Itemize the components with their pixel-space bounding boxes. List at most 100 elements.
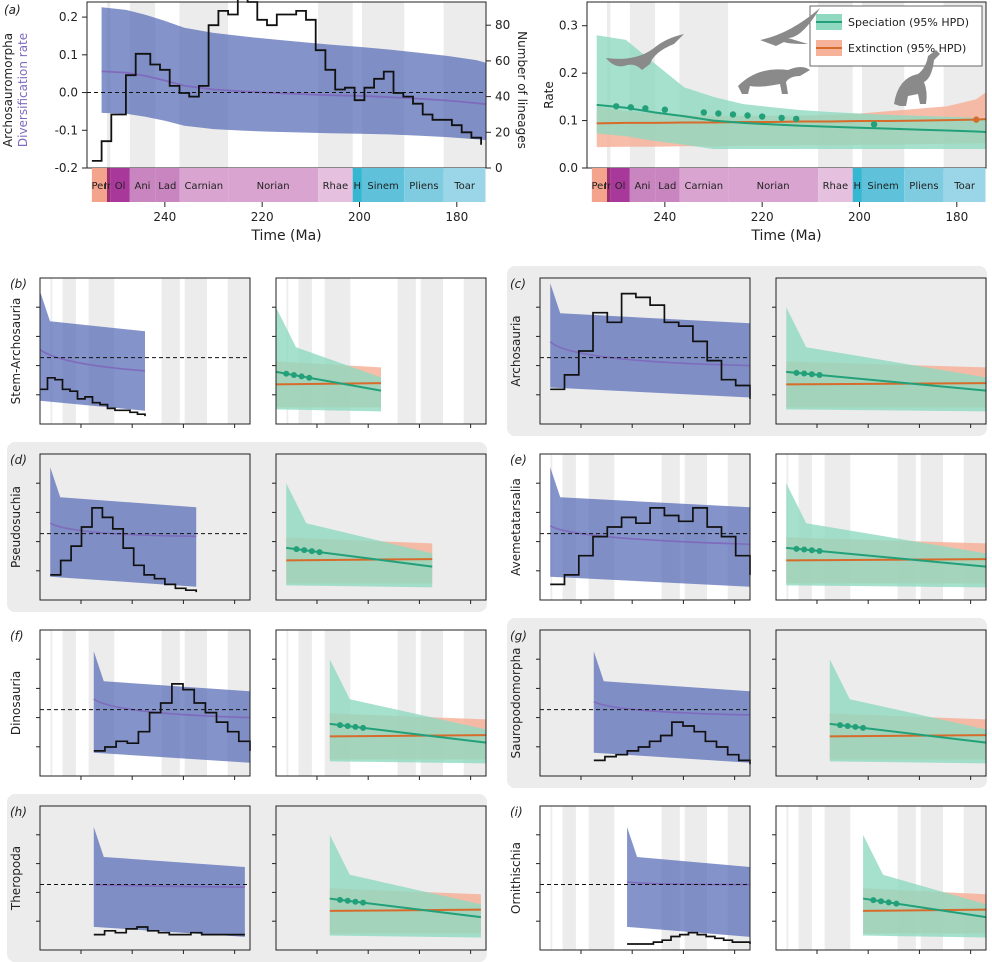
speciation-shift-point (758, 113, 766, 120)
time-band (184, 278, 207, 424)
stage-label: Carnian (184, 181, 223, 192)
time-tick-label: 180 (445, 210, 468, 224)
y-tick-label: 0.0 (59, 86, 78, 100)
rate-hpd-band (627, 826, 750, 937)
clade-name: Ornithischia (509, 842, 523, 914)
time-band (397, 278, 416, 424)
time-axis-label: Time (Ma) (250, 228, 321, 244)
time-tick-label: 180 (945, 210, 968, 224)
speciation-shift-point (801, 370, 808, 377)
stage-box (110, 168, 130, 202)
small-panel-frame (775, 453, 987, 601)
stage-box (591, 168, 607, 202)
stage-box (228, 168, 319, 202)
stage-label: Norian (257, 181, 290, 192)
panel-label: (c) (510, 277, 526, 291)
stage-box (818, 168, 853, 202)
lineages-line (93, 926, 245, 936)
y-label-lineages: Number of lineages (515, 31, 529, 149)
speciation-shift-point (852, 723, 859, 730)
speciation-shift-point (344, 897, 351, 904)
clade-name: Dinosauria (9, 671, 23, 735)
time-tick-label: 240 (153, 210, 176, 224)
speciation-shift-point (893, 900, 900, 907)
small-panel-frame (275, 277, 487, 425)
clade-name: Archosauria (509, 315, 523, 386)
extinction-line (786, 558, 987, 562)
small-panel-frame (775, 629, 987, 777)
lineages-line (550, 507, 751, 586)
y-tick-right-label: 80 (495, 18, 510, 32)
y-label-rate: Diversification rate (16, 33, 30, 147)
speciation-shift-point (298, 373, 305, 380)
speciation-shift-point (293, 546, 300, 553)
small-panel-frame (775, 805, 987, 951)
speciation-shift-point (344, 723, 351, 730)
stage-label: In (104, 181, 113, 192)
small-panel-frame (539, 453, 751, 601)
speciation-shift-point (801, 546, 808, 553)
rate-line (39, 349, 146, 372)
speciation-shift-point (337, 722, 344, 729)
speciation-shift-point (360, 899, 367, 906)
small-panel-frame (275, 629, 487, 777)
stage-box (179, 168, 229, 202)
time-band (786, 630, 789, 776)
pseudosuchian-silhouette (738, 67, 810, 94)
y-tick-label: 0.2 (59, 10, 78, 24)
rate-line (93, 883, 245, 888)
clade-name: Theropoda (9, 846, 23, 911)
speciation-shift-point (793, 545, 800, 552)
rate-hpd-band (101, 7, 486, 141)
stage-box (155, 168, 180, 202)
speciation-shift-point (627, 104, 634, 111)
y-tick-label: 0.3 (559, 19, 578, 33)
speciation-shift-point (793, 115, 800, 123)
rate-hpd-band (93, 651, 250, 763)
stage-label: Per (591, 181, 608, 192)
y-tick-right-label: 40 (495, 90, 510, 104)
speciation-shift-point (715, 110, 722, 117)
stage-label: Ani (634, 181, 650, 192)
extinction-shift-point (973, 116, 980, 123)
small-panel-frame (539, 805, 751, 951)
rate-hpd-band (50, 467, 197, 587)
small-panel-frame (39, 453, 251, 601)
extinction-line (275, 382, 382, 386)
panel-label: (i) (510, 805, 523, 819)
time-axis-label: Time (Ma) (750, 228, 821, 244)
lineages-line (93, 683, 251, 752)
y-tick-label: 0.0 (559, 161, 578, 175)
lineages-line (550, 292, 751, 399)
speciation-shift-point (870, 897, 877, 904)
y-label-clade: Archosauromorpha (1, 33, 15, 147)
stage-box (318, 168, 353, 202)
speciation-shift-point (870, 121, 878, 128)
time-band (824, 806, 851, 950)
stage-box (443, 168, 486, 202)
legend-label: Extinction (95% HPD) (848, 42, 966, 55)
speciation-shift-point (816, 547, 823, 554)
stage-box (610, 168, 630, 202)
stage-box (852, 168, 862, 202)
speciation-shift-point (860, 724, 867, 731)
speciation-shift-point (744, 112, 751, 119)
speciation-shift-point (316, 549, 323, 556)
time-band (298, 806, 312, 950)
panel-label: (b) (10, 277, 27, 291)
stage-label: Toar (953, 181, 976, 192)
time-band (286, 806, 289, 950)
extinction-line (863, 908, 987, 912)
speciation-shift-point (778, 114, 785, 122)
stage-box (728, 168, 819, 202)
time-band (798, 806, 812, 950)
stage-label: Rhae (823, 181, 849, 192)
stage-box (679, 168, 729, 202)
pterosaur-silhouette (760, 8, 820, 46)
stage-label: Toar (453, 181, 476, 192)
stage-box (943, 168, 986, 202)
clade-name: Avemetatarsalia (509, 478, 523, 576)
time-band (227, 278, 250, 424)
extinction-line (786, 382, 987, 386)
